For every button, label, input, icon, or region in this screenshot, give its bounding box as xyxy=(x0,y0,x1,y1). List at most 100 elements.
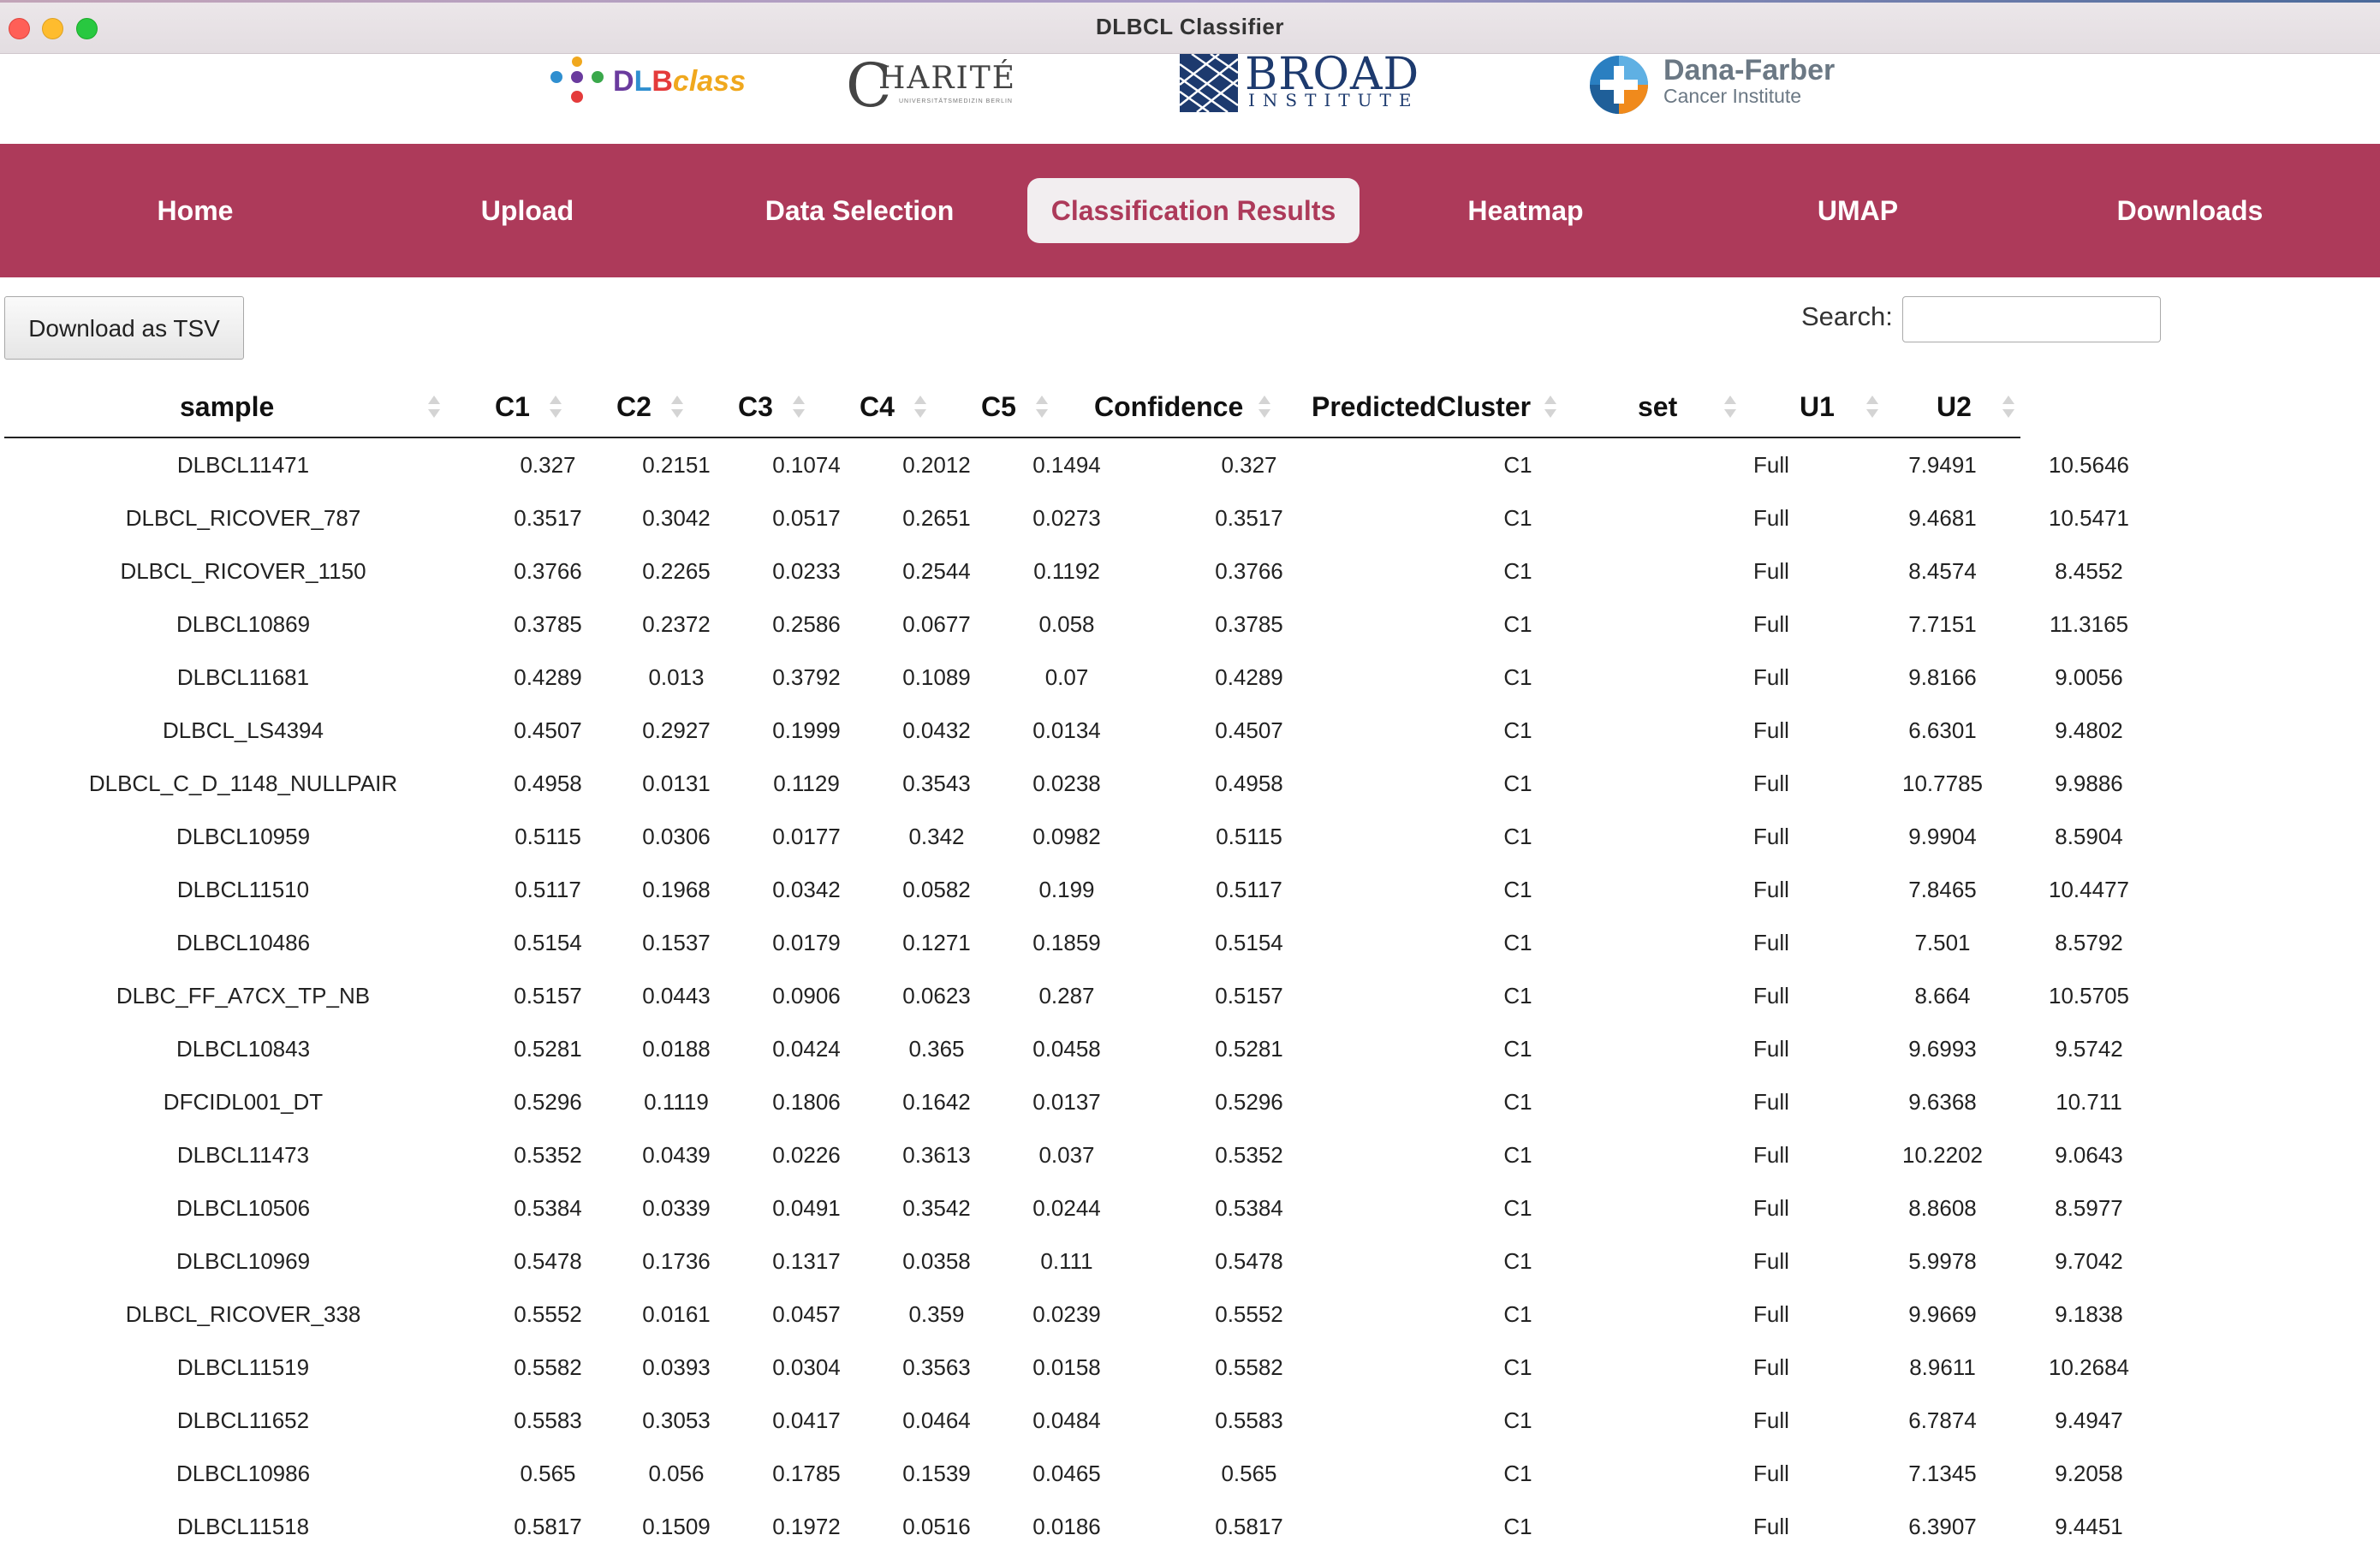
cell-c2: 0.0188 xyxy=(642,1036,711,1062)
table-row: DLBCL11471 0.327 0.2151 0.1074 0.2012 0.1494 0… xyxy=(0,438,2380,491)
table-row: DLBCL11510 0.5117 0.1968 0.0342 0.0582 0.199 0… xyxy=(0,863,2380,916)
col-header-c4[interactable]: C4 xyxy=(860,391,895,422)
cell-set: Full xyxy=(1753,1514,1789,1539)
cell-sample: DLBCL_C_D_1148_NULLPAIR xyxy=(88,771,398,796)
col-header-u2[interactable]: U2 xyxy=(1937,391,1972,422)
col-header-sample[interactable]: sample xyxy=(180,391,275,422)
cell-sample: DLBCL_RICOVER_1150 xyxy=(120,558,366,584)
cell-c5: 0.07 xyxy=(1044,664,1089,690)
cell-c3: 0.0304 xyxy=(772,1354,841,1380)
sort-icon[interactable] xyxy=(793,396,805,419)
col-header-c5[interactable]: C5 xyxy=(981,391,1016,422)
cell-c5: 0.0158 xyxy=(1032,1354,1101,1380)
cell-u2: 10.4477 xyxy=(2049,877,2129,902)
col-header-c3[interactable]: C3 xyxy=(738,391,773,422)
cell-c4: 0.1271 xyxy=(902,930,971,955)
dlbclass-wordmark: DLBclass xyxy=(613,65,746,98)
col-header-u1[interactable]: U1 xyxy=(1800,391,1835,422)
dlbclass-dots-icon xyxy=(550,57,604,103)
sort-icon[interactable] xyxy=(1866,396,1878,419)
cell-c4: 0.0582 xyxy=(902,877,971,902)
cell-c3: 0.3792 xyxy=(772,664,841,690)
sort-icon[interactable] xyxy=(2002,396,2014,419)
cell-c2: 0.3053 xyxy=(642,1407,711,1433)
sort-icon[interactable] xyxy=(671,396,683,419)
cell-c5: 0.287 xyxy=(1038,983,1095,1009)
cell-c3: 0.0906 xyxy=(772,983,841,1009)
cell-c1: 0.4289 xyxy=(514,664,582,690)
cell-sample: DLBCL_RICOVER_338 xyxy=(125,1301,361,1327)
table-row: DFCIDL001_DT 0.5296 0.1119 0.1806 0.1642 0.01… xyxy=(0,1075,2380,1128)
charite-logo: C HARITÉ UNIVERSITÄTSMEDIZIN BERLIN xyxy=(846,51,1017,121)
cell-c4: 0.342 xyxy=(908,824,965,849)
minimize-window-button[interactable] xyxy=(42,18,63,39)
col-header-confidence[interactable]: Confidence xyxy=(1094,391,1244,422)
sort-icon[interactable] xyxy=(1544,396,1556,419)
nav-downloads[interactable]: Downloads xyxy=(2116,195,2264,226)
cell-confidence: 0.327 xyxy=(1221,452,1277,478)
table-row: DLBCL10986 0.565 0.056 0.1785 0.1539 0.0465 0.… xyxy=(0,1447,2380,1500)
sort-icon[interactable] xyxy=(1258,396,1270,419)
cell-c3: 0.0226 xyxy=(772,1142,841,1168)
cell-c4: 0.0623 xyxy=(902,983,971,1009)
cell-set: Full xyxy=(1753,1301,1789,1327)
cell-sample: DLBCL11510 xyxy=(176,877,310,902)
nav-classification-results[interactable]: Classification Results xyxy=(1027,178,1360,243)
download-tsv-button[interactable]: Download as TSV xyxy=(4,296,244,360)
col-header-predictedcluster[interactable]: PredictedCluster xyxy=(1312,391,1532,422)
sort-icon[interactable] xyxy=(1036,396,1048,419)
cell-c3: 0.1999 xyxy=(772,717,841,743)
cell-c1: 0.5296 xyxy=(514,1089,582,1115)
main-nav: Home Upload Data Selection Classificatio… xyxy=(0,144,2380,277)
cell-predicted-cluster: C1 xyxy=(1503,1089,1532,1115)
nav-upload[interactable]: Upload xyxy=(480,195,574,226)
cell-c4: 0.3563 xyxy=(902,1354,971,1380)
sort-icon[interactable] xyxy=(914,396,926,419)
cell-set: Full xyxy=(1753,1248,1789,1274)
zoom-window-button[interactable] xyxy=(76,18,98,39)
cell-u2: 9.9886 xyxy=(2055,771,2123,796)
sort-icon[interactable] xyxy=(1724,396,1736,419)
sort-icon[interactable] xyxy=(550,396,562,419)
charite-subtitle: UNIVERSITÄTSMEDIZIN BERLIN xyxy=(899,98,1013,104)
cell-c4: 0.2012 xyxy=(902,452,971,478)
col-header-c2[interactable]: C2 xyxy=(616,391,652,422)
cell-u2: 9.1838 xyxy=(2055,1301,2123,1327)
cell-u1: 9.6993 xyxy=(1908,1036,1977,1062)
sort-icon[interactable] xyxy=(428,396,440,419)
table-row: DLBCL10843 0.5281 0.0188 0.0424 0.365 0.0458 0… xyxy=(0,1022,2380,1075)
nav-home[interactable]: Home xyxy=(157,195,234,226)
cell-c5: 0.0186 xyxy=(1032,1514,1101,1539)
nav-umap[interactable]: UMAP xyxy=(1817,195,1899,226)
cell-predicted-cluster: C1 xyxy=(1503,1142,1532,1168)
charite-wordmark: HARITÉ xyxy=(878,61,1017,96)
cell-sample: DLBCL11652 xyxy=(176,1407,310,1433)
nav-data-selection[interactable]: Data Selection xyxy=(765,195,955,226)
col-header-set[interactable]: set xyxy=(1638,391,1678,422)
table-row: DLBCL_RICOVER_1150 0.3766 0.2265 0.0233 0.25… xyxy=(0,544,2380,598)
table-row: DLBCL10959 0.5115 0.0306 0.0177 0.342 0.0982 0… xyxy=(0,810,2380,863)
cell-c2: 0.0393 xyxy=(642,1354,711,1380)
search-input[interactable] xyxy=(1902,296,2161,342)
window-titlebar: DLBCL Classifier xyxy=(0,0,2380,54)
cell-u2: 9.4451 xyxy=(2055,1514,2123,1539)
close-window-button[interactable] xyxy=(9,18,30,39)
col-header-c1[interactable]: C1 xyxy=(495,391,530,422)
cell-set: Full xyxy=(1753,452,1789,478)
cell-c2: 0.0161 xyxy=(642,1301,711,1327)
nav-heatmap[interactable]: Heatmap xyxy=(1467,195,1584,226)
cell-u2: 9.7042 xyxy=(2055,1248,2123,1274)
cell-sample: DLBCL_RICOVER_787 xyxy=(125,505,361,531)
cell-c2: 0.0306 xyxy=(642,824,711,849)
cell-c4: 0.1539 xyxy=(902,1461,971,1486)
cell-set: Full xyxy=(1753,1142,1789,1168)
table-row: DLBCL_RICOVER_338 0.5552 0.0161 0.0457 0.359… xyxy=(0,1288,2380,1341)
cell-c3: 0.0491 xyxy=(772,1195,841,1221)
cell-c2: 0.0131 xyxy=(642,771,711,796)
cell-set: Full xyxy=(1753,505,1789,531)
table-row: DLBCL_LS4394 0.4507 0.2927 0.1999 0.0432 0.01… xyxy=(0,704,2380,757)
cell-c5: 0.1192 xyxy=(1033,558,1100,584)
cell-u1: 9.9669 xyxy=(1908,1301,1977,1327)
cell-u1: 7.501 xyxy=(1914,930,1971,955)
cell-set: Full xyxy=(1753,558,1789,584)
